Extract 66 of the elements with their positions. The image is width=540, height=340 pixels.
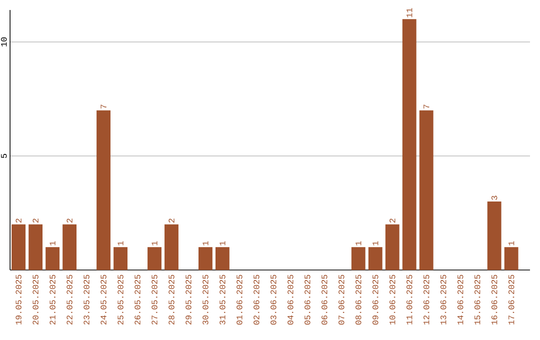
x-tick-label: 25.05.2025 <box>118 274 124 325</box>
y-tick-label: 10 <box>0 37 7 46</box>
data-label: 1 <box>50 241 56 246</box>
x-tick-label: 26.05.2025 <box>134 274 140 325</box>
bar <box>96 110 110 270</box>
bar <box>198 247 212 270</box>
x-tick-label: 16.06.2025 <box>491 274 498 324</box>
bar <box>504 247 518 270</box>
data-label: 1 <box>118 241 124 246</box>
x-tick-label: 20.05.2025 <box>32 274 38 325</box>
x-tick-label: 17.06.2025 <box>508 274 514 324</box>
x-tick-label: 09.06.2025 <box>372 274 378 325</box>
x-tick-label: 04.06.2025 <box>288 274 294 325</box>
bar <box>46 247 60 270</box>
data-label: 2 <box>168 218 174 223</box>
x-tick-label: 07.06.2025 <box>338 274 344 325</box>
data-label: 2 <box>66 218 72 223</box>
data-label: 1 <box>372 241 378 246</box>
x-tick-label: 13.06.2025 <box>440 274 446 324</box>
x-tick-label: 15.06.2025 <box>474 274 480 324</box>
data-label: 7 <box>100 104 106 108</box>
data-label: 2 <box>16 218 22 223</box>
data-label: 1 <box>202 241 208 246</box>
data-label: 3 <box>491 196 498 200</box>
bar <box>368 247 382 270</box>
data-label: 2 <box>390 218 396 223</box>
data-label: 11 <box>406 8 412 18</box>
bar <box>62 224 77 270</box>
bar <box>385 224 400 270</box>
bar <box>148 247 162 270</box>
x-tick-label: 24.05.2025 <box>100 274 106 325</box>
x-tick-label: 22.05.2025 <box>66 274 72 325</box>
x-tick-label: 06.06.2025 <box>322 274 328 325</box>
x-tick-label: 31.05.2025 <box>220 274 226 325</box>
x-tick-label: 27.05.2025 <box>152 274 158 325</box>
x-tick-label: 23.05.2025 <box>84 274 90 325</box>
data-label: 7 <box>424 104 430 108</box>
x-tick-label: 14.06.2025 <box>457 274 464 324</box>
x-tick-label: 28.05.2025 <box>168 274 174 325</box>
bar <box>487 202 502 270</box>
x-tick-label: 11.06.2025 <box>406 274 412 324</box>
bar <box>28 224 43 270</box>
x-tick-label: 03.06.2025 <box>270 274 276 325</box>
x-tick-label: 19.05.2025 <box>16 274 22 324</box>
x-tick-label: 30.05.2025 <box>202 274 208 325</box>
x-tick-label: 10.06.2025 <box>389 274 396 324</box>
bar <box>164 224 178 270</box>
bar <box>402 19 416 270</box>
x-tick-label: 21.05.2025 <box>50 274 56 325</box>
data-label: 1 <box>356 241 362 246</box>
data-label: 1 <box>220 241 226 246</box>
bar <box>114 247 128 270</box>
data-label: 1 <box>508 241 514 246</box>
bar <box>215 247 230 270</box>
y-tick-label: 5 <box>1 154 7 158</box>
x-tick-label: 01.06.2025 <box>236 274 242 325</box>
bar <box>419 110 434 270</box>
bar <box>12 224 26 270</box>
x-tick-label: 29.05.2025 <box>186 274 192 325</box>
x-tick-label: 08.06.2025 <box>356 274 362 325</box>
data-label: 1 <box>152 241 158 246</box>
data-label: 2 <box>32 218 38 223</box>
bar <box>351 247 366 270</box>
x-tick-label: 02.06.2025 <box>254 274 260 325</box>
x-tick-label: 05.06.2025 <box>304 274 310 325</box>
x-tick-label: 12.06.2025 <box>423 274 430 324</box>
